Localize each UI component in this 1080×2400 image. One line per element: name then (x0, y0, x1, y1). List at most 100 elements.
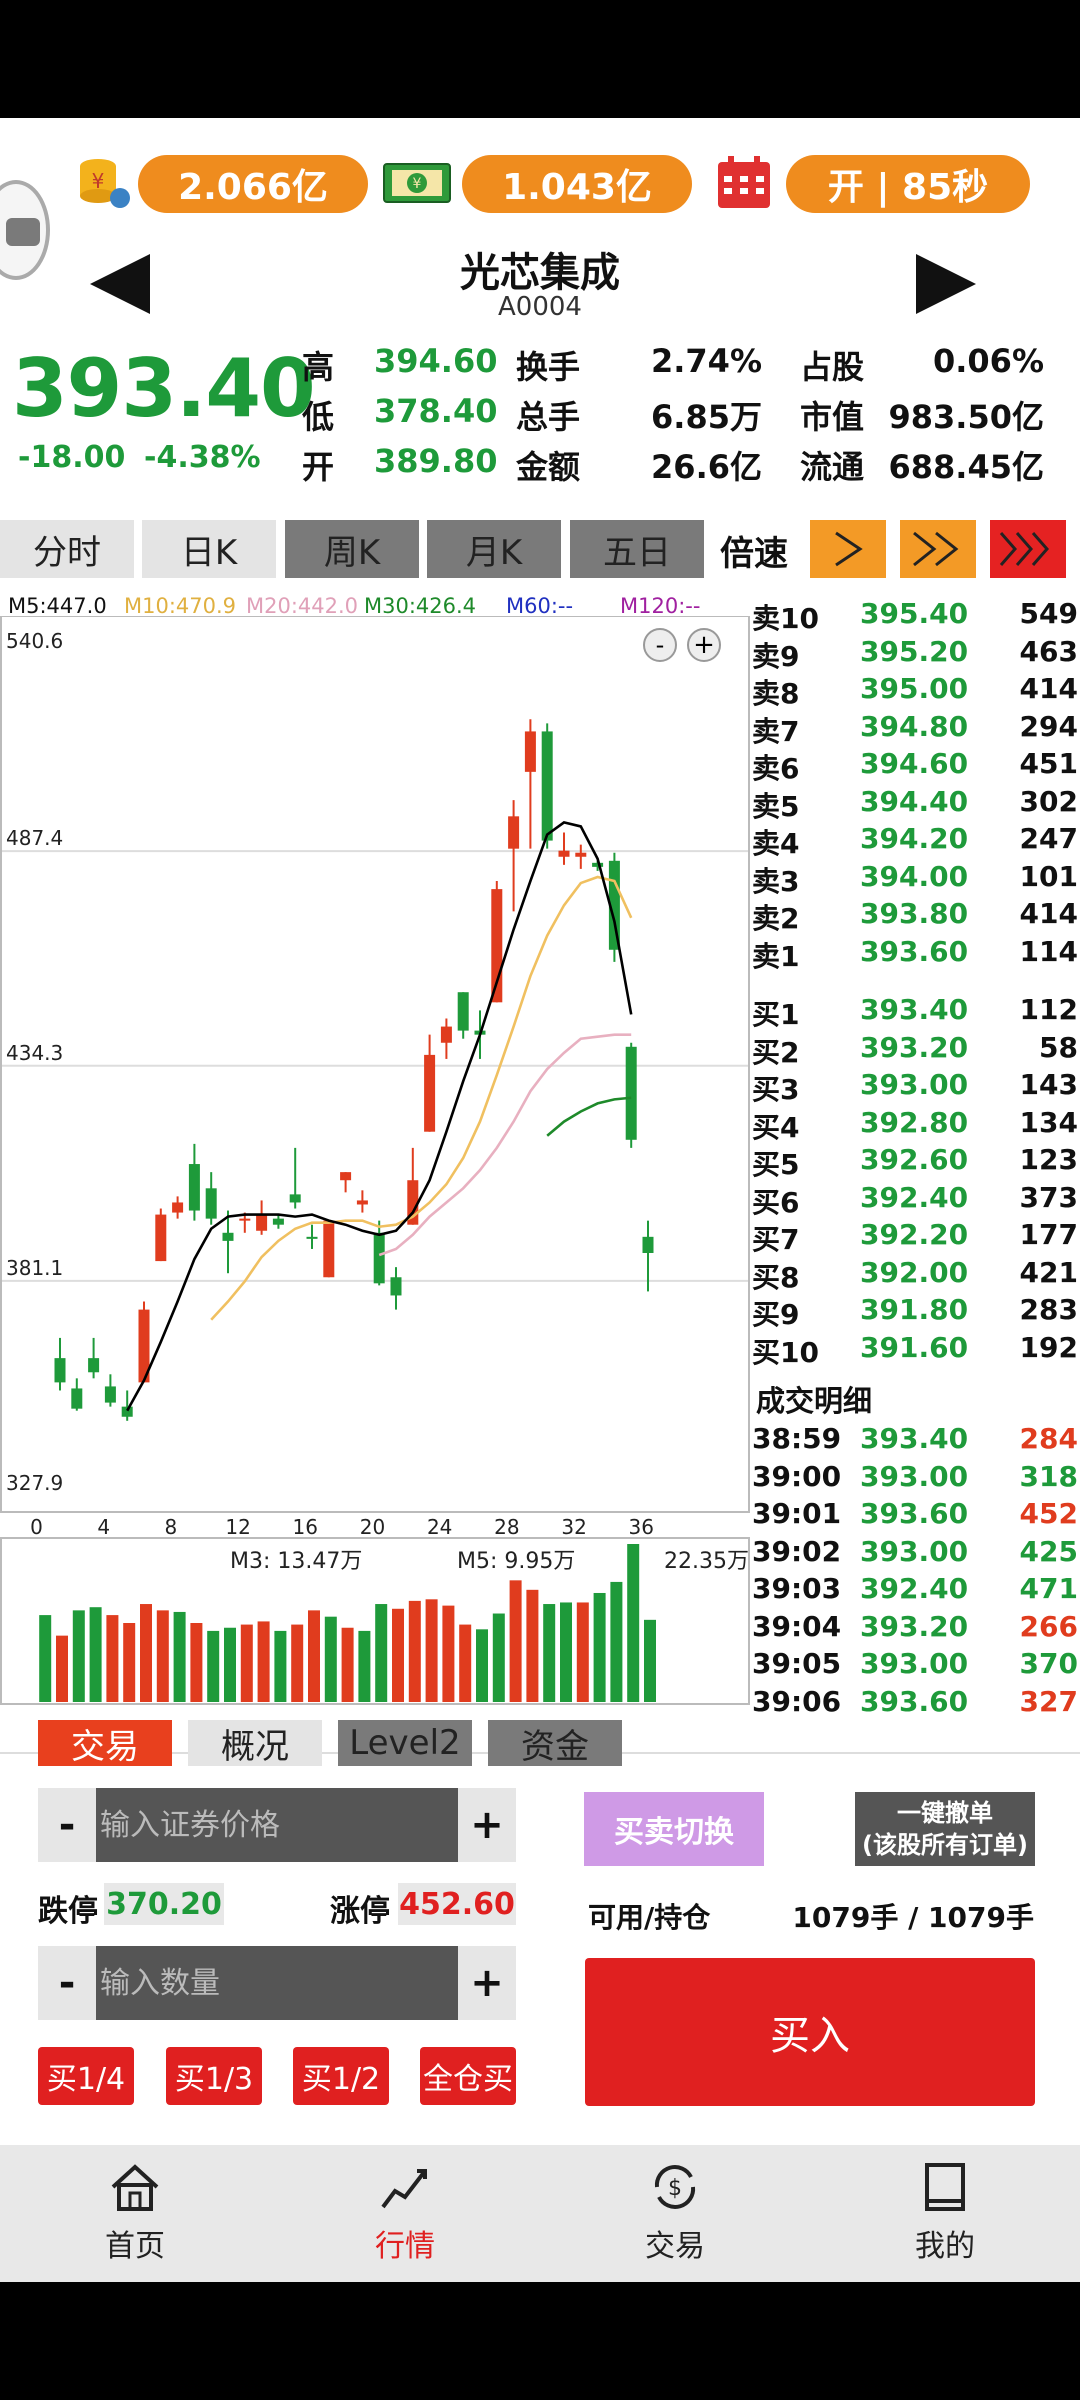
session-status-pill[interactable]: 开 | 85秒 (786, 155, 1030, 213)
y-axis-label: 434.3 (6, 1041, 63, 1065)
bid-row[interactable]: 买6 392.40 373 (752, 1180, 1080, 1219)
buy-half-button[interactable]: 买1/2 (293, 2047, 389, 2105)
buy-button[interactable]: 买入 (585, 1958, 1035, 2106)
ask-row[interactable]: 卖5 394.40 302 (752, 785, 1080, 823)
nav-market[interactable]: 行情 (270, 2145, 540, 2282)
trade-time: 39:01 (752, 1497, 842, 1530)
speed-1x-button[interactable] (810, 520, 886, 578)
amount-pill[interactable]: 1.043亿 (462, 155, 692, 213)
volume-bar (39, 1615, 52, 1702)
volume-bar (56, 1635, 68, 1702)
tab-daily-k[interactable]: 日K (142, 520, 276, 578)
volume-bar (593, 1592, 606, 1702)
price-increment-button[interactable]: + (458, 1788, 516, 1862)
candlestick-chart[interactable]: 540.6 487.4 434.3 381.1 327.9 0 4 8 12 16 20 24 28 3… (0, 616, 752, 1706)
candle-body (155, 1214, 167, 1262)
tab-minute[interactable]: 分时 (0, 520, 134, 578)
x-axis-label: 24 (427, 1515, 452, 1539)
bid-price: 392.00 (860, 1255, 969, 1289)
trade-price: 393.60 (860, 1684, 969, 1718)
ask-row[interactable]: 卖4 394.20 247 (752, 822, 1080, 860)
ask-row[interactable]: 卖8 395.00 414 (752, 672, 1080, 710)
price-decrement-button[interactable]: - (38, 1788, 96, 1862)
tab-overview[interactable]: 概况 (188, 1720, 322, 1767)
bid-level-label: 买5 (752, 1148, 800, 1181)
bid-level-label: 买8 (752, 1260, 800, 1294)
ask-price: 393.60 (860, 934, 969, 968)
tab-monthly-k[interactable]: 月K (427, 520, 561, 578)
trade-row: 39:04 393.20 266 (752, 1610, 1080, 1647)
bid-row[interactable]: 买7 392.20 177 (752, 1218, 1080, 1256)
bid-row[interactable]: 买1 393.40 112 (752, 993, 1080, 1031)
buy-all-button[interactable]: 全仓买 (420, 2047, 516, 2105)
ask-price: 395.40 (860, 597, 969, 630)
bid-quantity: 177 (1019, 1218, 1078, 1251)
quantity-input[interactable] (98, 1946, 450, 2020)
bid-row[interactable]: 买4 392.80 134 (752, 1105, 1080, 1144)
ask-row[interactable]: 卖2 393.80 414 (752, 897, 1080, 935)
open-value: 389.80 (374, 442, 498, 480)
bid-row[interactable]: 买8 392.00 421 (752, 1255, 1080, 1294)
turnover-value: 2.74% (650, 342, 762, 380)
volume-bar (459, 1624, 472, 1702)
buy-third-button[interactable]: 买1/3 (166, 2047, 262, 2105)
ask-row[interactable]: 卖3 394.00 101 (752, 859, 1080, 898)
nav-home[interactable]: 首页 (0, 2145, 270, 2282)
ask-price: 394.00 (860, 859, 969, 893)
ask-row[interactable]: 卖6 394.60 451 (752, 747, 1080, 785)
volume-bar (375, 1604, 388, 1702)
ask-quantity: 247 (1019, 822, 1078, 855)
next-stock-arrow[interactable] (916, 254, 976, 314)
zoom-out-button[interactable]: - (643, 628, 677, 662)
trade-row: 38:59 393.40 284 (752, 1422, 1080, 1459)
y-axis-label: 540.6 (6, 629, 63, 653)
buy-sell-switch-button[interactable]: 买卖切换 (584, 1792, 764, 1866)
price-input[interactable] (98, 1788, 450, 1862)
stock-name: 光芯集成 (460, 250, 620, 296)
capital-flow-pill[interactable]: 2.066亿 (138, 155, 368, 213)
tab-fund[interactable]: 资金 (488, 1720, 622, 1767)
coin-stack-icon: ¥ (74, 152, 132, 210)
volume-bar (543, 1604, 556, 1702)
tab-five-day[interactable]: 五日 (570, 520, 704, 578)
quantity-decrement-button[interactable]: - (38, 1946, 96, 2020)
limit-down-value[interactable]: 370.20 (104, 1883, 224, 1925)
floating-assistant-button[interactable] (0, 180, 50, 280)
ask-row[interactable]: 卖9 395.20 463 (752, 635, 1080, 673)
quantity-increment-button[interactable]: + (458, 1946, 516, 2020)
candle-body (239, 1218, 251, 1221)
ask-row[interactable]: 卖7 394.80 294 (752, 710, 1080, 748)
bid-price: 392.80 (860, 1105, 969, 1139)
speed-2x-button[interactable] (900, 520, 976, 578)
prev-stock-arrow[interactable] (90, 254, 150, 314)
bid-price: 392.40 (860, 1180, 969, 1214)
cancel-all-orders-button[interactable]: 一键撤单 (该股所有订单) (855, 1792, 1035, 1866)
bid-row[interactable]: 买9 391.80 283 (752, 1293, 1080, 1331)
tab-level2[interactable]: Level2 (338, 1720, 472, 1766)
trade-price: 393.00 (860, 1459, 969, 1493)
bid-row[interactable]: 买2 393.20 58 (752, 1030, 1080, 1069)
candle-body (172, 1202, 184, 1213)
bid-level-label: 买2 (752, 1035, 800, 1069)
vol-m3-label: M3: 13.47万 (230, 1549, 362, 1574)
bid-row[interactable]: 买3 393.00 143 (752, 1068, 1080, 1106)
volume-bar (560, 1602, 572, 1702)
candle-body (541, 731, 553, 841)
ask-row[interactable]: 卖10 395.40 549 (752, 597, 1080, 635)
tab-weekly-k[interactable]: 周K (285, 520, 419, 578)
ask-quantity: 114 (1019, 934, 1078, 968)
limit-up-value[interactable]: 452.60 (398, 1883, 516, 1925)
tab-trade[interactable]: 交易 (38, 1720, 172, 1767)
bid-row[interactable]: 买5 392.60 123 (752, 1143, 1080, 1181)
bid-row[interactable]: 买10 391.60 192 (752, 1331, 1080, 1369)
bid-price: 393.20 (860, 1030, 969, 1064)
trade-row: 39:00 393.00 318 (752, 1460, 1080, 1497)
speed-3x-button[interactable] (990, 520, 1066, 578)
buy-quarter-button[interactable]: 买1/4 (38, 2047, 134, 2105)
ask-row[interactable]: 卖1 393.60 114 (752, 934, 1080, 973)
nav-mine[interactable]: 我的 (810, 2145, 1080, 2282)
trade-quantity: 452 (1019, 1497, 1078, 1530)
bid-level-label: 买7 (752, 1223, 800, 1256)
nav-trade[interactable]: $ 交易 (540, 2145, 810, 2282)
zoom-in-button[interactable]: + (687, 628, 721, 662)
